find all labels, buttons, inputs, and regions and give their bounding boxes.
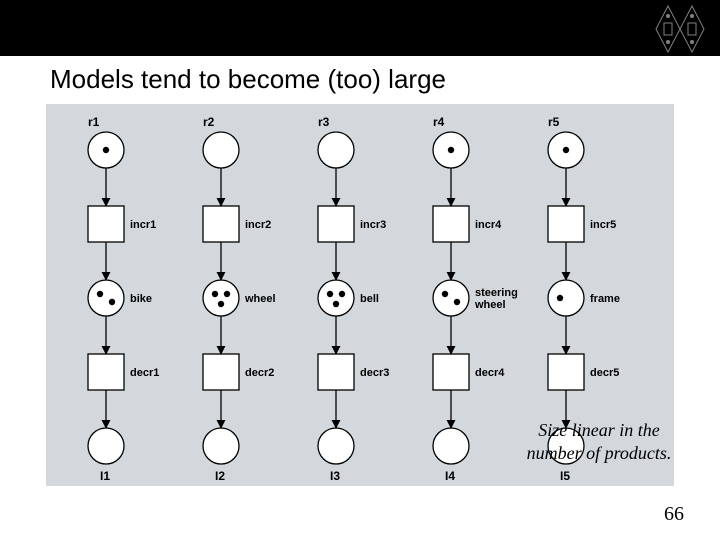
token (442, 291, 448, 297)
transition-label: decr5 (590, 367, 619, 379)
transition-incr4 (433, 206, 469, 242)
place-r3 (318, 132, 354, 168)
transition-decr2 (203, 354, 239, 390)
place-label: r5 (548, 115, 560, 129)
place-label: r1 (88, 115, 100, 129)
transition-label: decr3 (360, 367, 389, 379)
token (557, 295, 563, 301)
token (224, 291, 230, 297)
transition-label: incr5 (590, 219, 616, 231)
place-label: I4 (445, 469, 455, 483)
transition-incr5 (548, 206, 584, 242)
transition-incr3 (318, 206, 354, 242)
token (454, 299, 460, 305)
place-label: bell (360, 293, 379, 305)
corner-decoration (652, 4, 708, 59)
transition-decr5 (548, 354, 584, 390)
page-number: 66 (664, 503, 684, 526)
transition-label: decr2 (245, 367, 274, 379)
token (327, 291, 333, 297)
transition-decr3 (318, 354, 354, 390)
transition-label: incr3 (360, 219, 386, 231)
place-label: I3 (330, 469, 340, 483)
transition-label: decr4 (475, 367, 505, 379)
place-r2 (203, 132, 239, 168)
place-label: steering (475, 287, 518, 299)
place-label: I2 (215, 469, 225, 483)
slide-title: Models tend to become (too) large (50, 64, 446, 95)
footnote: Size linear in the number of products. (514, 419, 684, 464)
transition-label: decr1 (130, 367, 159, 379)
place-steering-wheel (433, 280, 469, 316)
token (563, 147, 569, 153)
token (97, 291, 103, 297)
place-label: I1 (100, 469, 110, 483)
transition-label: incr1 (130, 219, 156, 231)
transition-label: incr4 (475, 219, 502, 231)
token (103, 147, 109, 153)
place-I4 (433, 428, 469, 464)
place-bell (318, 280, 354, 316)
place-label: bike (130, 293, 152, 305)
transition-incr2 (203, 206, 239, 242)
place-frame (548, 280, 584, 316)
token (109, 299, 115, 305)
deco-diamond-right (680, 6, 704, 52)
transition-incr1 (88, 206, 124, 242)
place-label: r3 (318, 115, 330, 129)
token (333, 301, 339, 307)
deco-diamond-left (656, 6, 680, 52)
place-label: wheel (244, 293, 276, 305)
transition-decr1 (88, 354, 124, 390)
transition-decr4 (433, 354, 469, 390)
place-wheel (203, 280, 239, 316)
place-I2 (203, 428, 239, 464)
top-black-band (0, 0, 720, 56)
place-label: frame (590, 293, 620, 305)
place-label: r2 (203, 115, 215, 129)
place-I1 (88, 428, 124, 464)
place-bike (88, 280, 124, 316)
token (339, 291, 345, 297)
place-label: wheel (474, 299, 506, 311)
place-label: I5 (560, 469, 570, 483)
place-label: r4 (433, 115, 445, 129)
transition-label: incr2 (245, 219, 271, 231)
token (212, 291, 218, 297)
slide: Models tend to become (too) large r1 incr… (0, 0, 720, 540)
place-I3 (318, 428, 354, 464)
token (218, 301, 224, 307)
token (448, 147, 454, 153)
